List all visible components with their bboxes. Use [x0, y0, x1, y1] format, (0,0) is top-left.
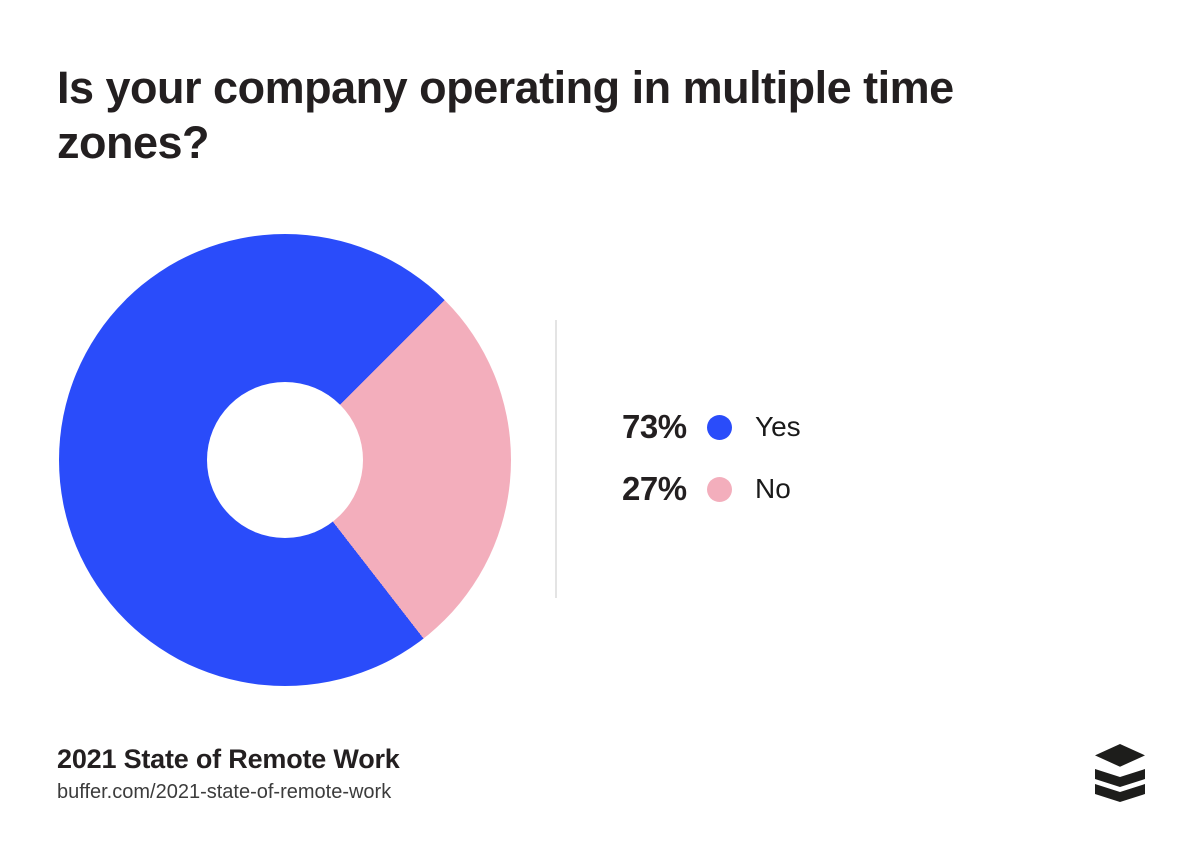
legend-color-dot-yes: [707, 414, 732, 440]
legend-row-yes: 73% Yes: [622, 408, 801, 445]
source-url: buffer.com/2021-state-of-remote-work: [57, 781, 392, 803]
source-title: 2021 State of Remote Work: [57, 744, 400, 774]
legend-color-dot-no: [707, 476, 732, 502]
donut-chart: [59, 234, 511, 686]
legend-percent-yes: 73%: [622, 408, 687, 445]
buffer-logo-icon: [1095, 744, 1145, 802]
legend-row-no: 27% No: [622, 470, 801, 507]
donut-hole: [207, 382, 363, 538]
legend-label-no: No: [755, 473, 791, 504]
chart-title: Is your company operating in multiple ti…: [57, 62, 954, 168]
legend-divider: [555, 320, 557, 598]
legend-label-yes: Yes: [755, 411, 801, 442]
chart-legend: 73% Yes 27% No: [622, 408, 801, 534]
legend-percent-no: 27%: [622, 470, 687, 507]
